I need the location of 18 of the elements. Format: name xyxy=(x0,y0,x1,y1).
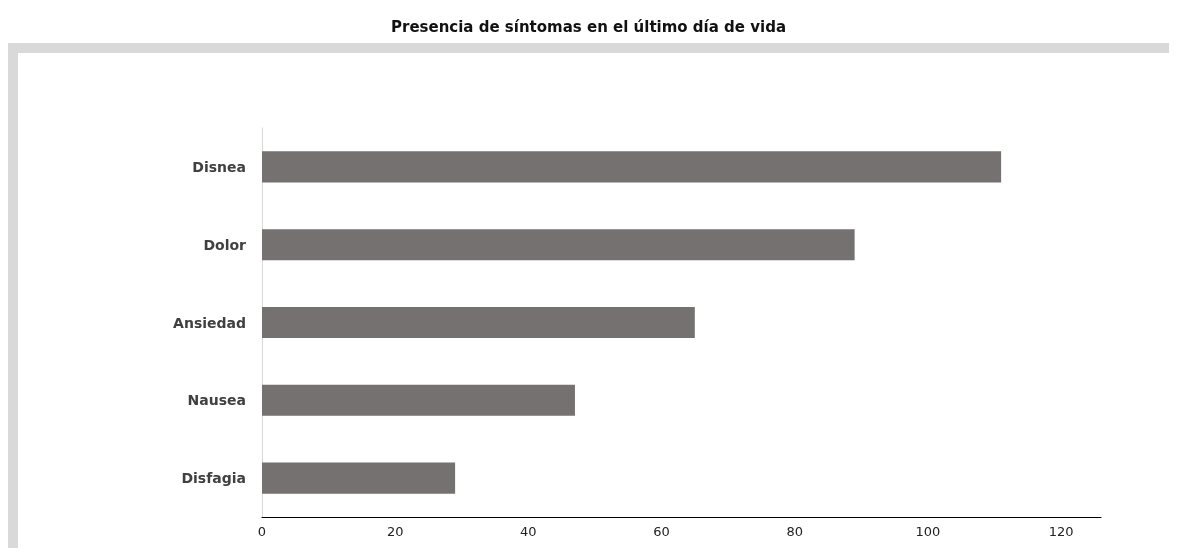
x-tick-label: 20 xyxy=(386,524,404,539)
bar xyxy=(262,151,1002,183)
bar xyxy=(262,229,855,261)
x-tick-label: 0 xyxy=(257,524,267,539)
y-tick-label: Dolor xyxy=(203,236,247,253)
y-tick-label: Disfagia xyxy=(181,470,246,487)
y-tick-label: Nausea xyxy=(187,392,246,409)
x-tick-label: 40 xyxy=(520,524,537,539)
y-tick-label: Disnea xyxy=(192,158,246,175)
bar xyxy=(262,306,695,339)
x-tick-label: 100 xyxy=(915,524,941,539)
x-tick-label: 120 xyxy=(1048,524,1074,539)
y-tick-label: Ansiedad xyxy=(173,314,246,331)
bar xyxy=(262,384,575,416)
bar xyxy=(262,462,456,494)
x-tick-label: 80 xyxy=(786,524,803,539)
x-tick-label: 60 xyxy=(653,524,670,539)
chart-title: Presencia de síntomas en el último día de vida xyxy=(390,17,787,36)
